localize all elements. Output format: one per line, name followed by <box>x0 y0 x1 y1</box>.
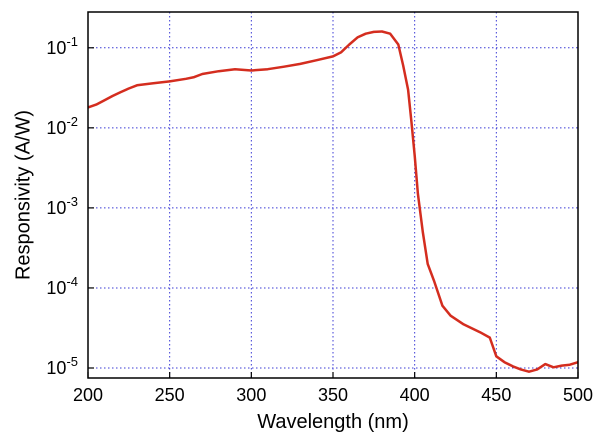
x-tick-label: 250 <box>155 385 185 405</box>
y-axis: 10-5 10-4 10-3 10-2 10-1 <box>46 34 94 378</box>
y-tick-label: 10-4 <box>46 274 78 298</box>
x-tick-label: 450 <box>481 385 511 405</box>
x-axis: 200 250 300 350 400 450 500 <box>73 372 593 405</box>
y-tick-label: 10-5 <box>46 354 78 378</box>
responsivity-line <box>87 30 579 373</box>
x-tick-label: 400 <box>400 385 430 405</box>
plot-area <box>87 30 579 373</box>
x-tick-label: 500 <box>563 385 593 405</box>
x-tick-label: 350 <box>318 385 348 405</box>
x-tick-label: 200 <box>73 385 103 405</box>
y-tick-label: 10-2 <box>46 114 78 138</box>
y-axis-title: Responsivity (A/W) <box>12 110 34 280</box>
y-tick-label: 10-3 <box>46 194 78 218</box>
x-tick-label: 300 <box>236 385 266 405</box>
y-tick-label: 10-1 <box>46 34 78 58</box>
x-axis-title: Wavelength (nm) <box>257 411 409 433</box>
grid <box>88 12 578 378</box>
plot-frame <box>87 11 579 379</box>
